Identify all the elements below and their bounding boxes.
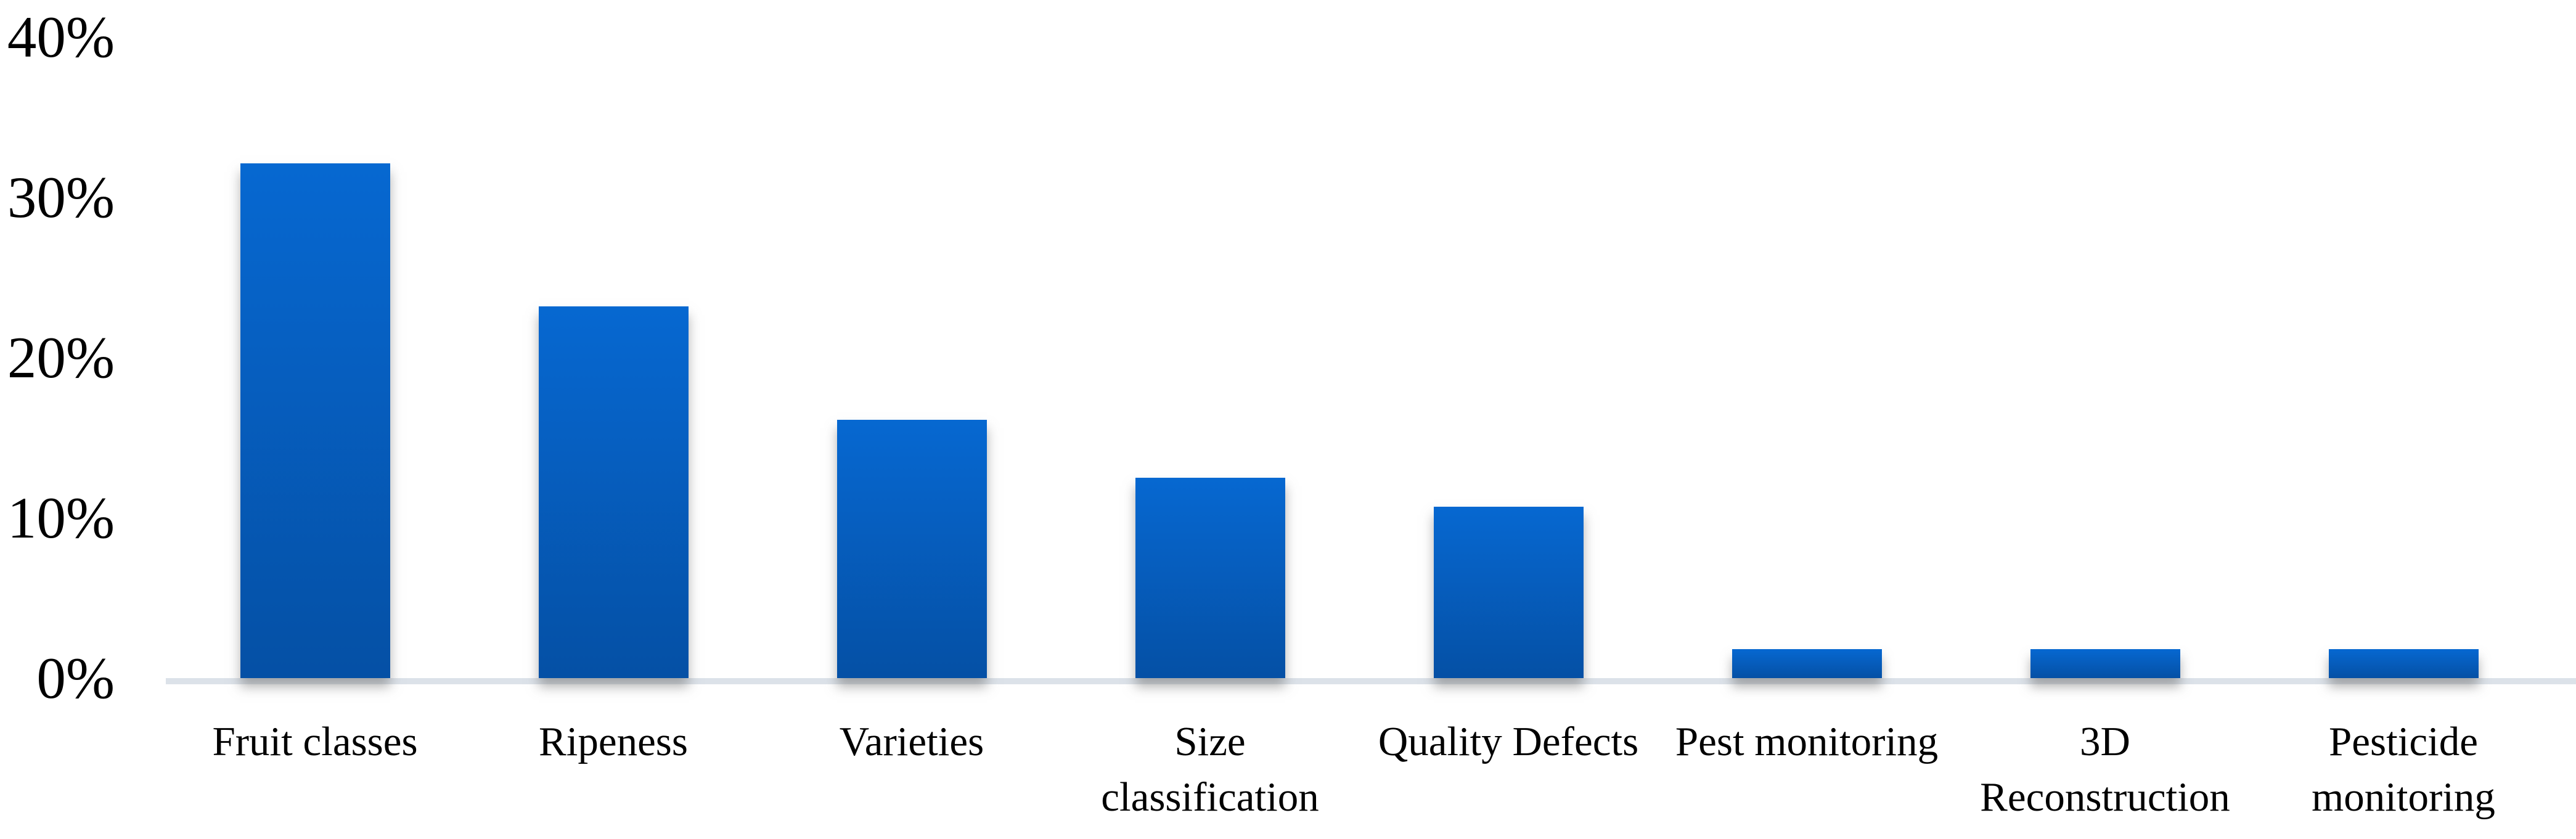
bar-3d-reconstruction	[2030, 649, 2180, 678]
y-tick-0: 0%	[36, 645, 115, 711]
bar-varieties	[836, 420, 987, 678]
bar-fruit-classes	[240, 163, 390, 678]
y-tick-10: 10%	[7, 485, 115, 550]
bar-pesticide-monitoring	[2328, 649, 2479, 678]
x-label-varieties: Varieties	[839, 719, 984, 764]
y-tick-20: 20%	[7, 324, 115, 390]
y-tick-30: 30%	[7, 164, 115, 230]
x-label-size-classification: Size classification	[1101, 719, 1319, 820]
x-label-fruit-classes: Fruit classes	[212, 719, 418, 764]
bar-pest-monitoring	[1732, 649, 1882, 678]
x-label-ripeness: Ripeness	[539, 719, 688, 764]
bar-ripeness	[538, 306, 689, 678]
bar-quality-defects	[1433, 507, 1584, 678]
x-label-quality-defects: Quality Defects	[1378, 719, 1639, 764]
y-tick-40: 40%	[7, 4, 115, 70]
x-label-pest-monitoring: Pest monitoring	[1675, 719, 1939, 764]
x-axis-line	[166, 678, 2576, 684]
x-label-pesticide-monitoring: Pesticide monitoring	[2312, 719, 2495, 820]
bar-size-classification	[1135, 478, 1285, 678]
x-label-3d-reconstruction: 3D Reconstruction	[1980, 719, 2230, 820]
